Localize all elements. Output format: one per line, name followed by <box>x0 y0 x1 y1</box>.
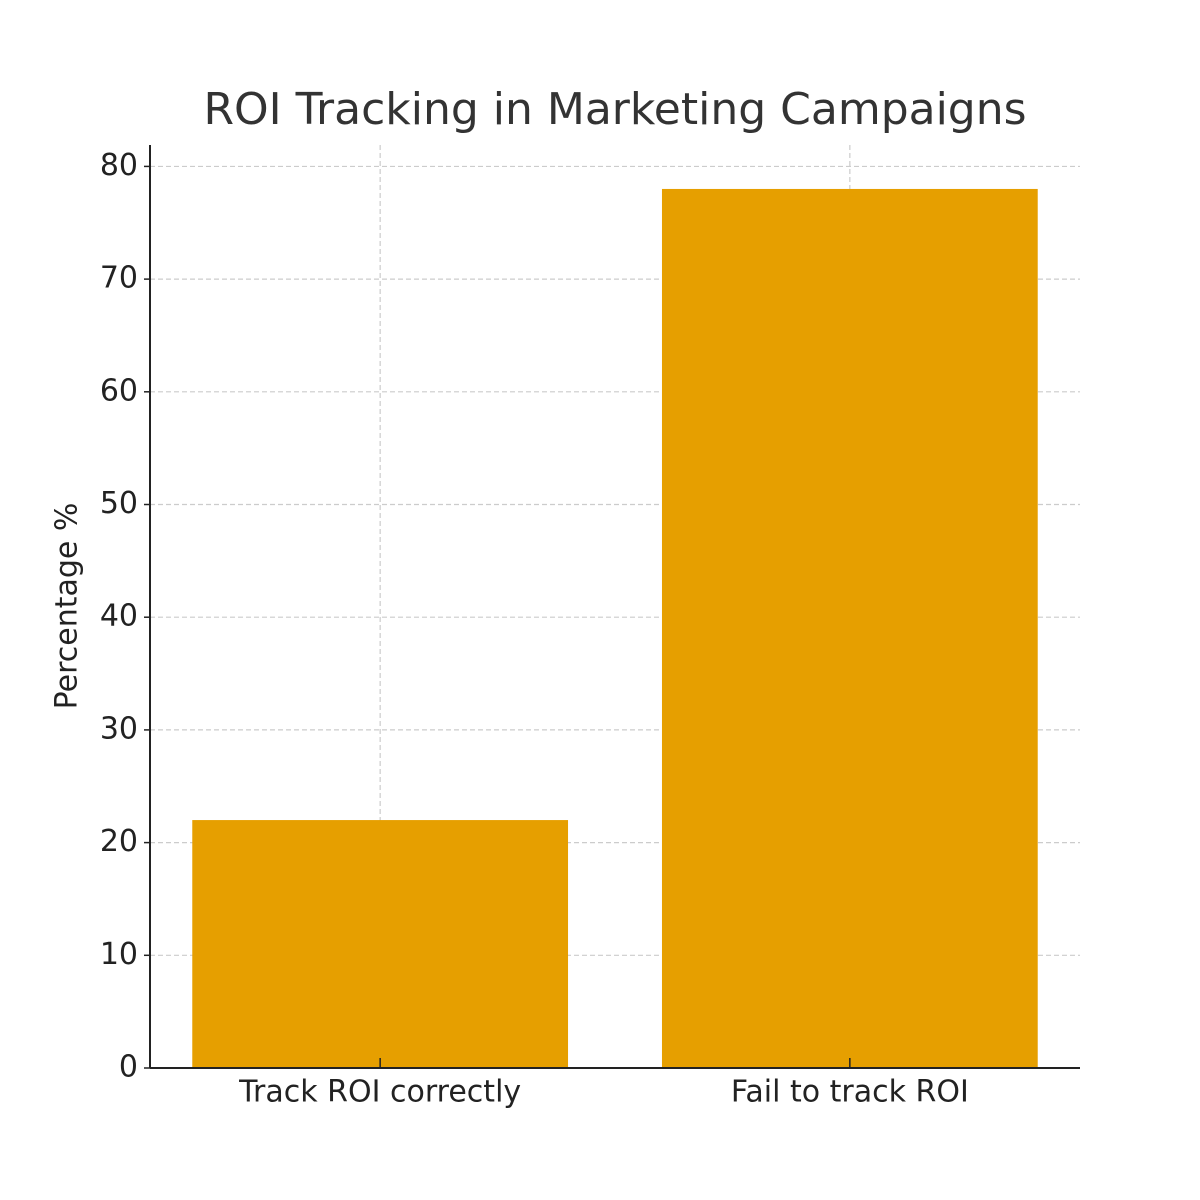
bar <box>192 820 569 1068</box>
y-tick-label: 60 <box>100 373 138 408</box>
x-tick-label: Fail to track ROI <box>731 1075 969 1110</box>
y-tick-label: 50 <box>100 486 138 521</box>
chart-title: ROI Tracking in Marketing Campaigns <box>203 84 1026 135</box>
y-tick-label: 20 <box>100 824 138 859</box>
y-tick-label: 80 <box>100 148 138 183</box>
y-tick-label: 70 <box>100 261 138 296</box>
y-tick-label: 30 <box>100 711 138 746</box>
x-tick-label: Track ROI correctly <box>238 1075 521 1110</box>
y-tick-label: 10 <box>100 937 138 972</box>
y-axis-label: Percentage % <box>50 503 85 710</box>
bar <box>661 188 1038 1068</box>
y-tick-label: 40 <box>100 599 138 634</box>
y-tick-label: 0 <box>119 1050 138 1085</box>
